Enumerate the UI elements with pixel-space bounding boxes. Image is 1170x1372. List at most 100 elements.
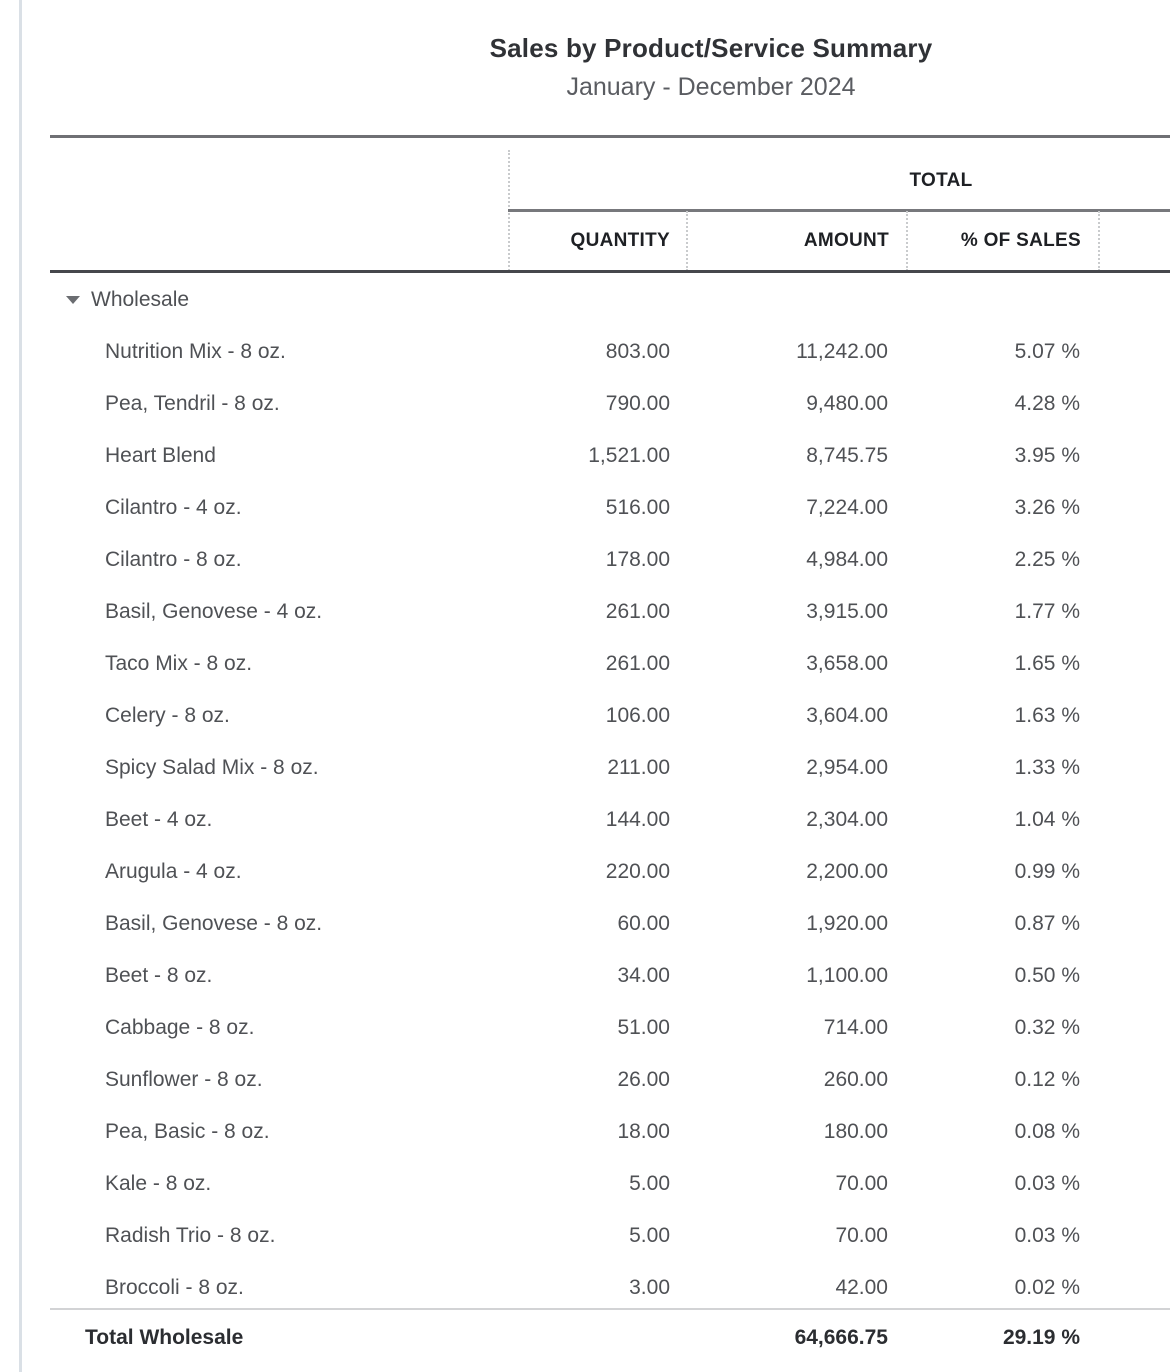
amount-cell[interactable]: 4,984.00 (806, 548, 888, 571)
quantity-cell[interactable]: 60.00 (617, 912, 670, 935)
product-name-cell: Heart Blend (105, 444, 216, 467)
percent-cell[interactable]: 1.33 % (1014, 756, 1080, 779)
total-column-group-header: TOTAL (909, 170, 973, 191)
group-label[interactable]: Wholesale (91, 287, 190, 311)
report-title: Sales by Product/Service Summary (489, 33, 933, 63)
table-row: Arugula - 4 oz. 220.00 2,200.00 0.99 % (50, 846, 1170, 898)
quantity-cell[interactable]: 106.00 (605, 704, 670, 727)
report-date-range: January - December 2024 (566, 73, 856, 101)
total-row-divider (50, 1308, 1170, 1310)
quantity-cell[interactable]: 51.00 (617, 1016, 670, 1039)
left-edge-divider (19, 0, 22, 1372)
percent-cell[interactable]: 0.08 % (1014, 1120, 1080, 1143)
amount-cell[interactable]: 11,242.00 (796, 340, 888, 363)
quantity-cell[interactable]: 26.00 (617, 1068, 670, 1091)
product-name-cell: Radish Trio - 8 oz. (105, 1224, 276, 1247)
total-percent-cell[interactable]: 29.19 % (1002, 1326, 1080, 1349)
total-wholesale-row: Total Wholesale 64,666.75 29.19 % (50, 1310, 1170, 1366)
product-name-cell: Beet - 8 oz. (105, 964, 213, 987)
amount-cell[interactable]: 3,604.00 (806, 704, 888, 727)
product-name-cell: Pea, Tendril - 8 oz. (105, 392, 280, 415)
percent-cell[interactable]: 1.77 % (1014, 600, 1080, 623)
quantity-cell[interactable]: 34.00 (617, 964, 670, 987)
table-row: Taco Mix - 8 oz. 261.00 3,658.00 1.65 % (50, 638, 1170, 690)
percent-cell[interactable]: 5.07 % (1014, 340, 1080, 363)
table-row: Basil, Genovese - 4 oz. 261.00 3,915.00 … (50, 586, 1170, 638)
amount-cell[interactable]: 7,224.00 (806, 496, 888, 519)
product-name-cell: Basil, Genovese - 8 oz. (105, 912, 323, 935)
report-header: Sales by Product/Service Summary January… (0, 0, 1170, 102)
table-row: Celery - 8 oz. 106.00 3,604.00 1.63 % (50, 690, 1170, 742)
table-row: Radish Trio - 8 oz. 5.00 70.00 0.03 % (50, 1210, 1170, 1262)
percent-cell[interactable]: 3.26 % (1014, 496, 1080, 519)
amount-cell[interactable]: 3,915.00 (806, 600, 888, 623)
column-header-amount: AMOUNT (686, 211, 906, 271)
quantity-cell[interactable]: 144.00 (605, 808, 670, 831)
amount-cell[interactable]: 2,200.00 (806, 860, 888, 883)
total-label-cell: Total Wholesale (85, 1326, 244, 1349)
table-row: Cabbage - 8 oz. 51.00 714.00 0.32 % (50, 1002, 1170, 1054)
quantity-cell[interactable]: 790.00 (605, 392, 670, 415)
quantity-cell[interactable]: 3.00 (629, 1276, 670, 1299)
quantity-cell[interactable]: 211.00 (607, 756, 670, 779)
amount-cell[interactable]: 1,920.00 (806, 912, 888, 935)
percent-cell[interactable]: 4.28 % (1014, 392, 1080, 415)
percent-cell[interactable]: 0.12 % (1014, 1068, 1080, 1091)
amount-cell[interactable]: 2,954.00 (806, 756, 888, 779)
percent-cell[interactable]: 1.63 % (1014, 704, 1080, 727)
column-header-row: QUANTITY AMOUNT % OF SALES (508, 211, 1170, 271)
quantity-cell[interactable]: 220.00 (605, 860, 670, 883)
amount-cell[interactable]: 1,100.00 (806, 964, 888, 987)
table-row: Pea, Tendril - 8 oz. 790.00 9,480.00 4.2… (50, 378, 1170, 430)
quantity-cell[interactable]: 5.00 (629, 1172, 670, 1195)
percent-cell[interactable]: 1.65 % (1014, 652, 1080, 675)
quantity-cell[interactable]: 178.00 (605, 548, 670, 571)
collapse-triangle-down-icon[interactable] (66, 295, 80, 304)
amount-cell[interactable]: 70.00 (835, 1224, 888, 1247)
header-top-divider (50, 135, 1170, 138)
product-name-cell: Taco Mix - 8 oz. (105, 652, 253, 675)
amount-cell[interactable]: 70.00 (835, 1172, 888, 1195)
quantity-cell[interactable]: 18.00 (617, 1120, 670, 1143)
percent-cell[interactable]: 0.03 % (1014, 1172, 1080, 1195)
table-row: Spicy Salad Mix - 8 oz. 211.00 2,954.00 … (50, 742, 1170, 794)
amount-cell[interactable]: 9,480.00 (806, 392, 888, 415)
quantity-cell[interactable]: 5.00 (629, 1224, 670, 1247)
product-name-cell: Cabbage - 8 oz. (105, 1016, 255, 1039)
product-name-cell: Sunflower - 8 oz. (105, 1068, 263, 1091)
amount-cell[interactable]: 260.00 (823, 1068, 888, 1091)
total-group-underline (508, 209, 1170, 212)
total-amount-cell[interactable]: 64,666.75 (794, 1326, 888, 1349)
product-name-cell: Broccoli - 8 oz. (105, 1276, 244, 1299)
amount-cell[interactable]: 714.00 (823, 1016, 888, 1039)
quantity-cell[interactable]: 261.00 (605, 600, 670, 623)
quantity-cell[interactable]: 803.00 (605, 340, 670, 363)
percent-cell[interactable]: 1.04 % (1014, 808, 1080, 831)
amount-cell[interactable]: 3,658.00 (806, 652, 888, 675)
quantity-cell[interactable]: 1,521.00 (588, 444, 670, 467)
percent-cell[interactable]: 3.95 % (1014, 444, 1080, 467)
percent-cell[interactable]: 0.32 % (1014, 1016, 1080, 1039)
percent-cell[interactable]: 0.99 % (1014, 860, 1080, 883)
percent-cell[interactable]: 0.03 % (1014, 1224, 1080, 1247)
table-row: Kale - 8 oz. 5.00 70.00 0.03 % (50, 1158, 1170, 1210)
table-row: Cilantro - 8 oz. 178.00 4,984.00 2.25 % (50, 534, 1170, 586)
percent-cell[interactable]: 0.87 % (1014, 912, 1080, 935)
quantity-cell[interactable]: 261.00 (605, 652, 670, 675)
column-header-percent-of-sales: % OF SALES (906, 211, 1098, 271)
amount-cell[interactable]: 180.00 (823, 1120, 888, 1143)
table-body: Wholesale Nutrition Mix - 8 oz. 803.00 1… (50, 273, 1170, 1314)
table-body-rows: Nutrition Mix - 8 oz. 803.00 11,242.00 5… (50, 326, 1170, 1314)
percent-cell[interactable]: 2.25 % (1014, 548, 1080, 571)
percent-cell[interactable]: 0.50 % (1014, 964, 1080, 987)
amount-cell[interactable]: 2,304.00 (806, 808, 888, 831)
amount-cell[interactable]: 8,745.75 (806, 444, 888, 467)
quantity-cell[interactable]: 516.00 (605, 496, 670, 519)
percent-cell[interactable]: 0.02 % (1014, 1276, 1080, 1299)
wholesale-group-row[interactable]: Wholesale (50, 273, 1170, 326)
product-name-cell: Pea, Basic - 8 oz. (105, 1120, 270, 1143)
product-name-cell: Cilantro - 8 oz. (105, 548, 242, 571)
amount-cell[interactable]: 42.00 (835, 1276, 888, 1299)
table-row: Nutrition Mix - 8 oz. 803.00 11,242.00 5… (50, 326, 1170, 378)
